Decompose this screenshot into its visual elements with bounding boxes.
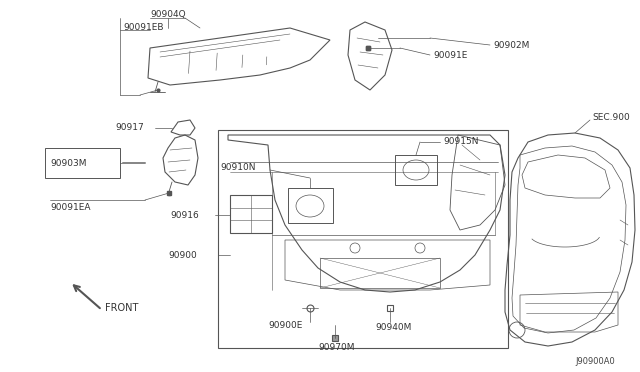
Bar xyxy=(230,195,272,233)
Text: 90091EA: 90091EA xyxy=(50,202,90,212)
Text: 90910N: 90910N xyxy=(220,164,255,173)
Bar xyxy=(218,130,508,348)
Text: J90900A0: J90900A0 xyxy=(575,357,615,366)
Text: 90904Q: 90904Q xyxy=(150,10,186,19)
Text: 90900: 90900 xyxy=(168,250,196,260)
Text: 90091E: 90091E xyxy=(433,51,467,60)
Text: 90902M: 90902M xyxy=(493,41,529,49)
Text: 90970M: 90970M xyxy=(318,343,355,353)
Text: 90903M: 90903M xyxy=(50,158,86,167)
Text: 90916: 90916 xyxy=(170,211,199,219)
Text: 90900E: 90900E xyxy=(268,321,302,330)
Text: 90940M: 90940M xyxy=(375,324,412,333)
Text: FRONT: FRONT xyxy=(105,303,138,313)
Text: 90091EB: 90091EB xyxy=(123,22,163,32)
Text: 90915N: 90915N xyxy=(443,138,479,147)
Bar xyxy=(45,148,120,178)
Bar xyxy=(320,258,440,288)
Bar xyxy=(288,188,333,223)
Text: 90917: 90917 xyxy=(115,124,144,132)
Bar xyxy=(395,155,437,185)
Text: SEC.900: SEC.900 xyxy=(592,113,630,122)
